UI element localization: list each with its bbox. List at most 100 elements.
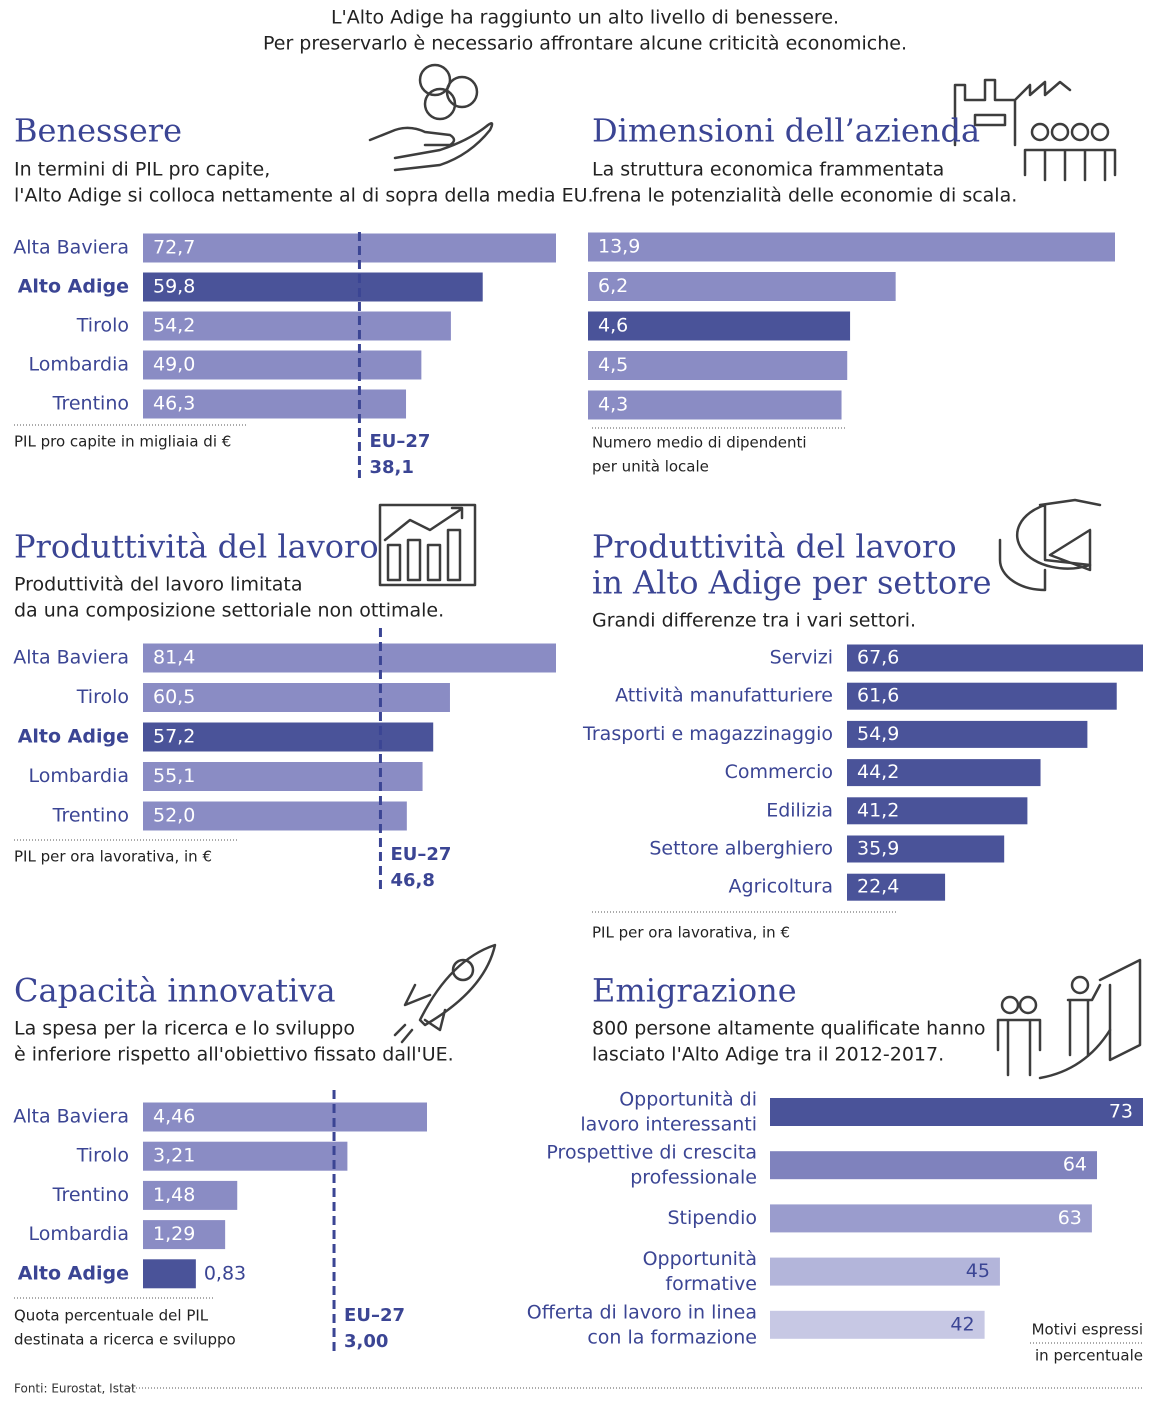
chart-title: Capacità innovativa [14, 972, 336, 1010]
bar [847, 720, 1088, 748]
category-label: Opportunità di lavoro interessanti [580, 1088, 757, 1135]
axis-note: Quota percentuale del PIL [14, 1307, 209, 1325]
chart-title: Benessere [14, 112, 182, 150]
value-label: 1,48 [153, 1184, 195, 1206]
value-label: 54,2 [153, 315, 195, 337]
bar [770, 1204, 1092, 1233]
chart-subtitle: Produttività del lavoro limitata [14, 574, 303, 596]
header-line: L'Alto Adige ha raggiunto un alto livell… [331, 7, 839, 29]
chart-subtitle: 800 persone altamente qualificate hanno [592, 1018, 986, 1040]
category-label: Servizi [770, 647, 833, 669]
bar [770, 1310, 985, 1339]
bar [847, 835, 1005, 863]
bar [143, 311, 451, 341]
category-label: Trasporti e magazzinaggio [582, 723, 833, 745]
bar [770, 1257, 1000, 1286]
value-label: 1,29 [153, 1223, 195, 1245]
bar [588, 351, 848, 380]
value-label: 49,0 [153, 354, 195, 376]
category-label: Tirolo [76, 1145, 129, 1167]
category-label: Alto Adige [18, 276, 129, 298]
bar [588, 390, 842, 420]
value-label: 0,83 [204, 1262, 246, 1284]
reference-value: 46,8 [390, 870, 434, 891]
value-label: 3,21 [153, 1145, 195, 1167]
bar [143, 1141, 348, 1171]
axis-note: destinata a ricerca e sviluppo [14, 1331, 236, 1349]
icon-growth [378, 503, 477, 587]
bar [847, 759, 1041, 787]
bar [143, 389, 407, 419]
value-label: 64 [1063, 1154, 1087, 1176]
value-label: 81,4 [153, 647, 195, 669]
category-label: Attività manufatturiere [615, 685, 833, 707]
bar [143, 683, 450, 712]
bar [588, 232, 1115, 262]
category-label: Alta Baviera [13, 237, 129, 259]
value-label: 54,9 [857, 723, 899, 745]
value-label: 63 [1058, 1207, 1082, 1229]
icon-factory [953, 78, 1117, 182]
bar [588, 272, 896, 301]
icon-coins [368, 63, 494, 172]
value-label: 22,4 [857, 876, 899, 898]
category-label: Trentino [52, 1184, 129, 1206]
category-label: Settore alberghiero [649, 838, 833, 860]
chart-subtitle: La struttura economica frammentata [592, 159, 944, 181]
category-label: Lombardia [28, 354, 129, 376]
category-label: Alta Baviera [13, 1106, 129, 1128]
category-label: Trentino [52, 805, 129, 827]
header-line: Per preservarlo è necessario affrontare … [263, 33, 907, 55]
bar [770, 1098, 1143, 1126]
value-label: 4,6 [598, 315, 628, 337]
value-label: 4,3 [598, 394, 628, 416]
chart-subtitle: frena le potenzialità delle economie di … [592, 185, 1017, 207]
chart-title: in Alto Adige per settore [592, 564, 992, 602]
value-label: 45 [966, 1260, 990, 1282]
bar [143, 1220, 226, 1250]
bar [770, 1151, 1098, 1180]
reference-label: EU–27 [344, 1305, 405, 1326]
value-label: 4,5 [598, 354, 628, 376]
bar [143, 762, 423, 791]
chart-subtitle: lasciato l'Alto Adige tra il 2012-2017. [592, 1044, 944, 1066]
bar [143, 272, 483, 302]
bar [143, 233, 556, 263]
reference-label: EU–27 [390, 844, 451, 865]
axis-note: Numero medio di dipendenti [592, 434, 807, 452]
reference-value: 3,00 [344, 1331, 388, 1352]
axis-note: PIL per ora lavorativa, in € [14, 848, 212, 866]
value-label: 73 [1109, 1101, 1133, 1123]
category-label: Commercio [725, 761, 833, 783]
bar [143, 643, 556, 673]
value-label: 35,9 [857, 838, 899, 860]
value-label: 60,5 [153, 686, 195, 708]
icon-emigration [996, 958, 1142, 1080]
axis-note: PIL pro capite in migliaia di € [14, 433, 231, 451]
axis-note: per unità locale [592, 458, 709, 476]
bar [143, 1259, 196, 1289]
chart-subtitle: l'Alto Adige si colloca nettamente al di… [14, 185, 594, 207]
reference-label: EU–27 [369, 431, 430, 452]
value-label: 55,1 [153, 765, 195, 787]
source: Fonti: Eurostat, Istat [14, 1382, 136, 1396]
icon-rocket [393, 943, 497, 1044]
chart-subtitle: è inferiore rispetto all'obiettivo fissa… [14, 1044, 454, 1066]
reference-value: 38,1 [369, 457, 413, 478]
bar [588, 311, 851, 341]
bar [847, 873, 946, 901]
bar [847, 682, 1117, 710]
value-label: 4,46 [153, 1106, 195, 1128]
value-label: 42 [950, 1313, 974, 1335]
chart-title: Emigrazione [592, 972, 797, 1010]
value-label: 41,2 [857, 799, 899, 821]
category-label: Alto Adige [18, 1262, 129, 1284]
value-label: 72,7 [153, 237, 195, 259]
category-label: Opportunità formative [643, 1248, 757, 1295]
chart-subtitle: La spesa per la ricerca e lo sviluppo [14, 1018, 355, 1040]
category-label: Prospettive di crescita professionale [546, 1141, 757, 1188]
category-label: Alta Baviera [13, 647, 129, 669]
chart-subtitle: da una composizione settoriale non ottim… [14, 600, 444, 622]
value-label: 46,3 [153, 393, 195, 415]
